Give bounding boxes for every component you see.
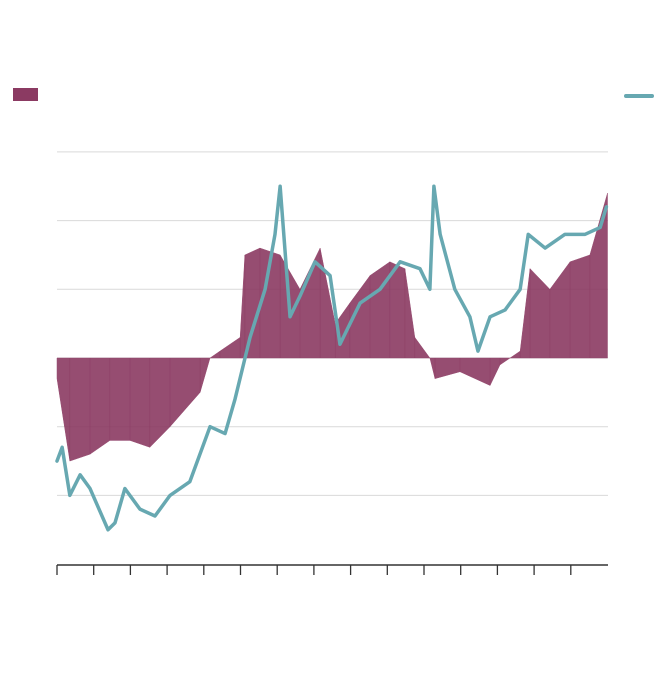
bar [389,261,406,359]
legend-line-swatch [624,94,654,98]
bar [244,247,261,359]
x-axis [56,564,608,575]
bar [149,357,171,448]
bar [129,357,151,448]
bar [489,357,501,386]
bar [199,357,211,393]
bar [589,193,608,359]
line-series [55,184,609,532]
bar [569,254,591,359]
bar [209,350,221,359]
bar [89,357,111,455]
line-path [55,184,609,532]
bar [414,336,431,359]
bar [529,268,551,359]
bar [459,357,491,386]
bar [549,261,571,359]
bar [109,357,131,441]
bar-series [56,193,608,462]
bar [239,254,246,359]
bar [404,268,416,359]
bar [56,357,71,462]
bar [499,350,521,366]
bar [69,357,91,462]
bar [169,357,201,428]
legend-bar-swatch [13,88,38,101]
bar [369,261,391,359]
bar [219,336,241,359]
bar [429,357,436,379]
bar [434,357,461,379]
